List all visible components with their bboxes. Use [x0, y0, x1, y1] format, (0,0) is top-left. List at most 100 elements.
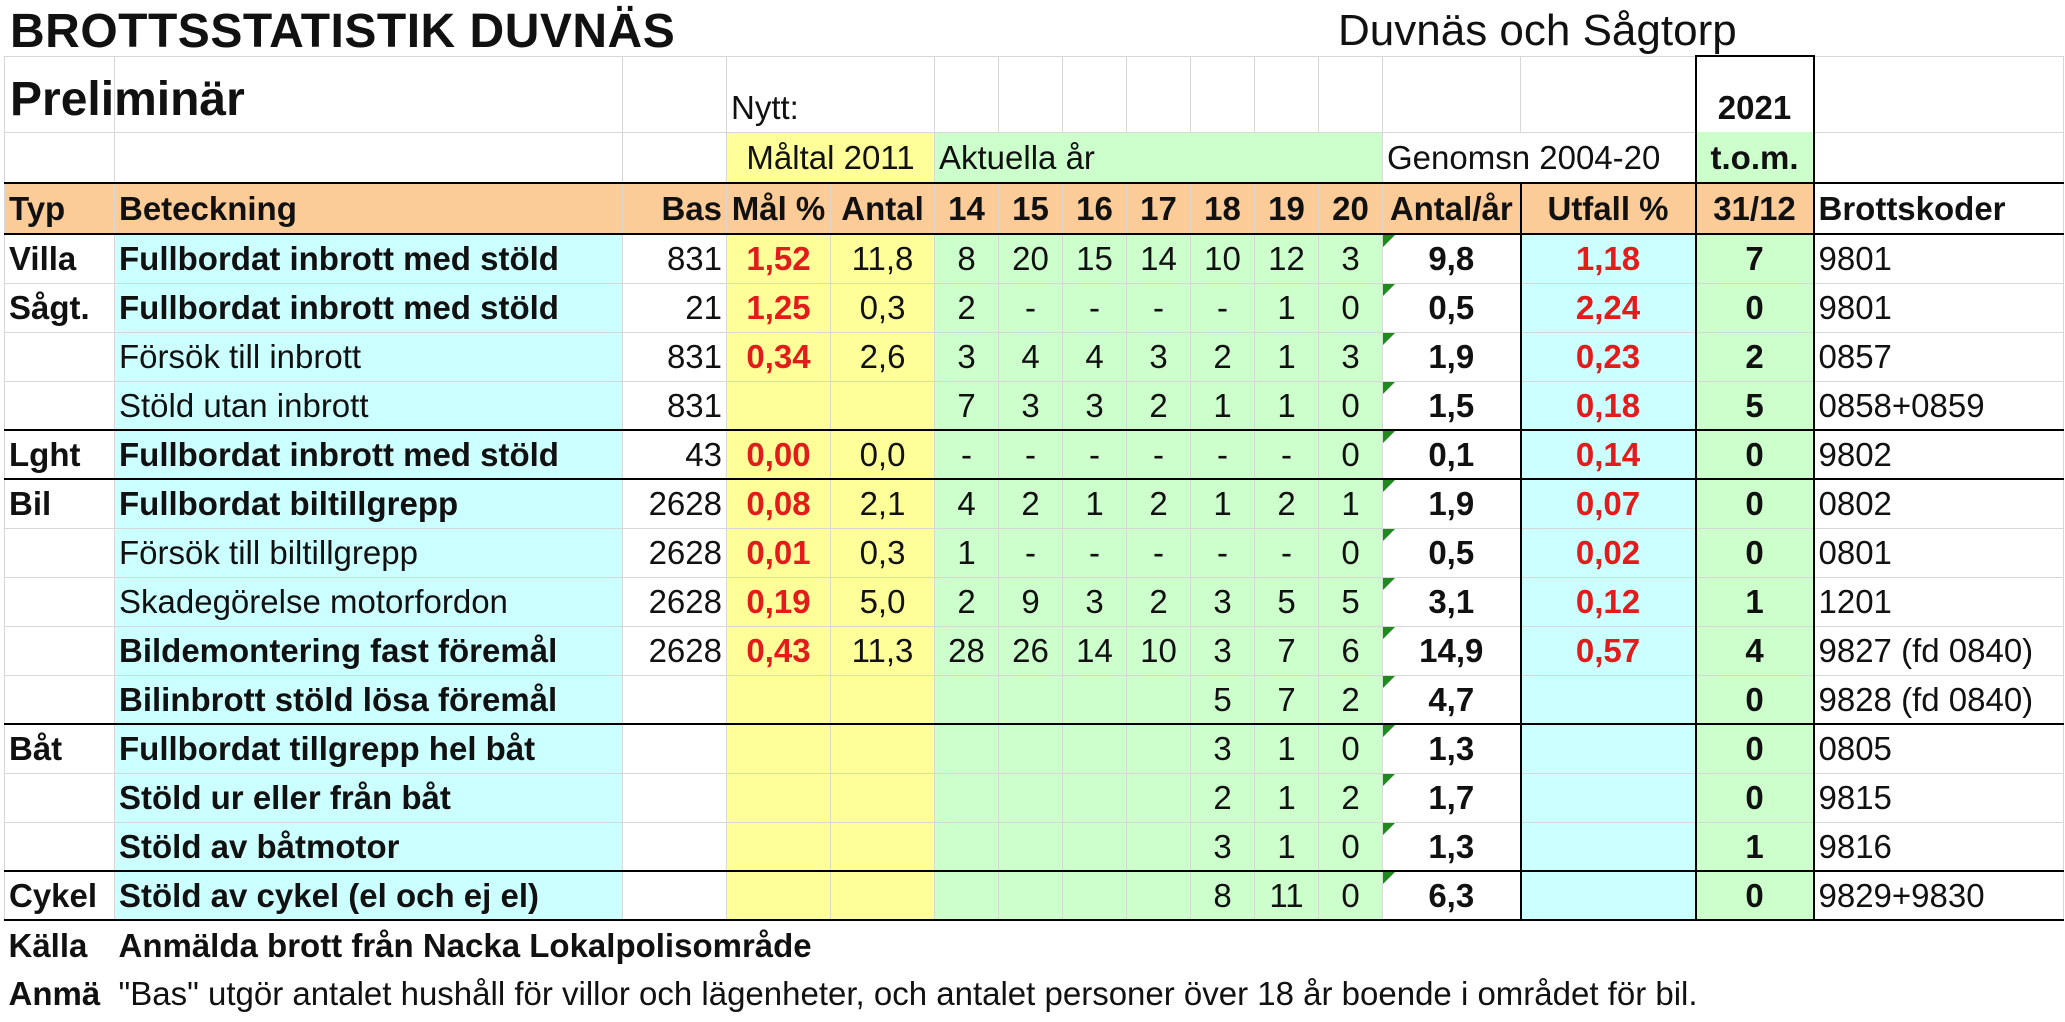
row-year-value — [934, 723, 999, 774]
table-row: Stöld ur eller från båt 2 1 2 1,7 0 9815 — [4, 772, 2064, 823]
year-label: 2021 — [1694, 55, 1815, 132]
row-antal-ar: 0,5 — [1382, 527, 1521, 578]
row-year-value: 2 — [1126, 380, 1191, 431]
row-year-value: - — [934, 429, 999, 480]
row-year-value — [1126, 723, 1191, 774]
row-beteckning: Fullbordat inbrott med stöld — [114, 282, 623, 333]
row-brottskod: 0805 — [1813, 723, 2064, 774]
row-year-value: 2 — [1318, 674, 1383, 725]
row-year-value — [998, 723, 1063, 774]
row-beteckning: Försök till inbrott — [114, 331, 623, 382]
row-malpct: 0,34 — [726, 331, 831, 382]
row-bas: 2628 — [622, 625, 727, 676]
row-year-value: 14 — [1126, 233, 1191, 284]
row-year-value — [1126, 772, 1191, 823]
row-year-value: 2 — [934, 576, 999, 627]
row-year-value — [1062, 821, 1127, 872]
row-typ — [4, 821, 115, 872]
row-bas — [622, 674, 727, 725]
row-antal: 2,1 — [830, 478, 935, 529]
row-bas: 2628 — [622, 527, 727, 578]
row-year-value: 3 — [1062, 380, 1127, 431]
row-year-value: - — [998, 282, 1063, 333]
row-year-value: 20 — [998, 233, 1063, 284]
row-brottskod: 0802 — [1813, 478, 2064, 529]
row-antal: 0,3 — [830, 527, 935, 578]
row-year-value: 3 — [1190, 821, 1255, 872]
row-year-value: 5 — [1190, 674, 1255, 725]
row-year-value: 4 — [934, 478, 999, 529]
row-utfall — [1519, 821, 1697, 872]
row-typ: Båt — [4, 723, 115, 774]
row-ytd: 7 — [1694, 233, 1815, 284]
row-brottskod: 9801 — [1813, 282, 2064, 333]
row-year-value: 10 — [1126, 625, 1191, 676]
row-ytd: 0 — [1694, 527, 1815, 578]
row-bas — [622, 772, 727, 823]
table-row: Lght Fullbordat inbrott med stöld 43 0,00 0,… — [4, 429, 2064, 480]
row-malpct: 1,25 — [726, 282, 831, 333]
row-bas — [622, 723, 727, 774]
year-header-19: 19 — [1254, 182, 1319, 235]
row-beteckning: Fullbordat biltillgrepp — [114, 478, 623, 529]
row-utfall: 0,12 — [1519, 576, 1697, 627]
row-year-value: 1 — [1254, 723, 1319, 774]
year-header-16: 16 — [1062, 182, 1127, 235]
row-typ — [4, 576, 115, 627]
row-year-value: - — [1190, 527, 1255, 578]
row-year-value: 2 — [934, 282, 999, 333]
page-title: BROTTSSTATISTIK DUVNÄS — [10, 5, 676, 58]
row-antal-ar: 0,1 — [1382, 429, 1521, 480]
row-antal — [830, 772, 935, 823]
row-antal: 5,0 — [830, 576, 935, 627]
row-year-value: 1 — [1190, 478, 1255, 529]
table-row: Bil Fullbordat biltillgrepp 2628 0,08 2,1 4 2 1… — [4, 478, 2064, 529]
row-year-value: - — [998, 527, 1063, 578]
note-text: "Bas" utgör antalet hushåll för villor o… — [118, 975, 1698, 1012]
row-year-value: 3 — [1318, 331, 1383, 382]
row-brottskod: 9815 — [1813, 772, 2064, 823]
row-typ — [4, 625, 115, 676]
row-typ: Villa — [4, 233, 115, 284]
row-bas: 831 — [622, 380, 727, 431]
date-header: 31/12 — [1694, 182, 1815, 235]
utfall-header: Utfall % — [1519, 182, 1697, 235]
row-year-value: 8 — [1190, 870, 1255, 921]
table-row: Stöld av båtmotor 3 1 0 1,3 1 9816 — [4, 821, 2064, 872]
row-bas — [622, 821, 727, 872]
row-year-value — [1126, 821, 1191, 872]
row-year-value: 0 — [1318, 282, 1383, 333]
row-beteckning: Fullbordat inbrott med stöld — [114, 429, 623, 480]
row-year-value: 5 — [1318, 576, 1383, 627]
row-year-value — [1062, 723, 1127, 774]
row-antal: 11,8 — [830, 233, 935, 284]
row-beteckning: Försök till biltillgrepp — [114, 527, 623, 578]
row-typ — [4, 331, 115, 382]
row-malpct — [726, 723, 831, 774]
row-year-value: 2 — [1126, 478, 1191, 529]
row-bas: 2628 — [622, 478, 727, 529]
row-utfall: 1,18 — [1519, 233, 1697, 284]
row-year-value — [998, 870, 1063, 921]
row-year-value — [934, 674, 999, 725]
row-year-value: 0 — [1318, 527, 1383, 578]
row-malpct: 0,01 — [726, 527, 831, 578]
row-beteckning: Stöld utan inbrott — [114, 380, 623, 431]
row-year-value: 3 — [1190, 625, 1255, 676]
row-year-value: - — [1126, 429, 1191, 480]
row-ytd: 0 — [1694, 723, 1815, 774]
row-year-value: 8 — [934, 233, 999, 284]
row-ytd: 0 — [1694, 478, 1815, 529]
row-typ: Sågt. — [4, 282, 115, 333]
row-year-value: - — [1062, 282, 1127, 333]
table-row: Försök till biltillgrepp 2628 0,01 0,3 1- - - -… — [4, 527, 2064, 578]
row-beteckning: Stöld av båtmotor — [114, 821, 623, 872]
row-antal — [830, 821, 935, 872]
row-year-value: 0 — [1318, 723, 1383, 774]
row-beteckning: Stöld ur eller från båt — [114, 772, 623, 823]
row-ytd: 4 — [1694, 625, 1815, 676]
row-beteckning: Fullbordat tillgrepp hel båt — [114, 723, 623, 774]
footer-row-note: Anmä "Bas" utgör antalet hushåll för vill… — [5, 969, 2064, 1018]
row-year-value: 7 — [934, 380, 999, 431]
row-ytd: 0 — [1694, 282, 1815, 333]
